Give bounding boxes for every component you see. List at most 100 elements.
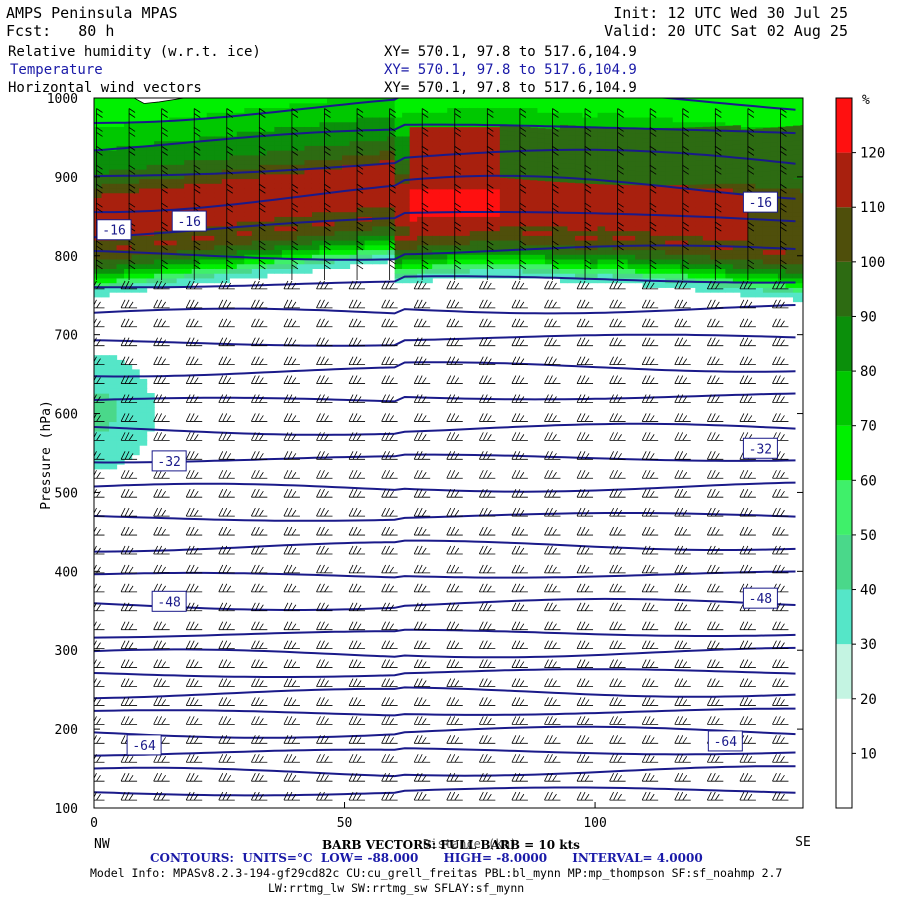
- rh-cell: [687, 121, 696, 127]
- rh-cell: [702, 169, 711, 175]
- rh-cell: [477, 244, 486, 251]
- rh-cell: [349, 131, 358, 137]
- rh-cell: [229, 183, 238, 189]
- rh-cell: [184, 263, 193, 269]
- rh-cell: [364, 126, 373, 132]
- rh-cell: [94, 116, 103, 123]
- rh-cell: [492, 254, 501, 260]
- rh-cell: [642, 98, 651, 104]
- rh-cell: [672, 202, 681, 208]
- rh-cell: [590, 173, 599, 180]
- rh-cell: [229, 121, 238, 127]
- rh-cell: [702, 131, 711, 137]
- rh-cell: [537, 249, 546, 255]
- rh-cell: [161, 116, 170, 123]
- rh-cell: [702, 211, 711, 217]
- rh-cell: [529, 230, 539, 236]
- rh-cell: [590, 121, 599, 127]
- rh-cell: [499, 125, 508, 131]
- rh-cell: [567, 192, 576, 198]
- rh-cell: [695, 150, 704, 157]
- rh-cell: [590, 192, 599, 198]
- rh-cell: [229, 107, 238, 113]
- rh-cell: [702, 202, 711, 208]
- rh-cell: [559, 235, 569, 241]
- rh-cell: [590, 102, 599, 109]
- rh-cell: [792, 187, 802, 194]
- rh-cell: [687, 277, 696, 284]
- wind-barb: [316, 488, 333, 498]
- rh-cell: [680, 282, 689, 288]
- rh-cell: [191, 121, 200, 127]
- rh-cell: [529, 132, 539, 138]
- rh-cell: [169, 268, 178, 274]
- rh-cell: [402, 140, 411, 146]
- rh-cell: [725, 183, 734, 189]
- rh-cell: [109, 287, 118, 293]
- rh-cell: [747, 162, 756, 168]
- rh-cell: [394, 121, 403, 127]
- rh-cell: [552, 273, 561, 279]
- rh-cell: [770, 216, 779, 222]
- rh-cell: [424, 216, 433, 222]
- wind-barb: [739, 526, 756, 536]
- rh-cell: [342, 244, 351, 251]
- rh-cell: [740, 277, 749, 284]
- rh-cell: [289, 102, 298, 109]
- wind-barb: [576, 716, 594, 725]
- rh-cell: [762, 225, 772, 232]
- rh-cell: [251, 211, 260, 217]
- rh-cell: [529, 127, 539, 133]
- rh-cell: [514, 145, 524, 151]
- rh-cell: [94, 277, 103, 284]
- rh-cell: [710, 150, 719, 156]
- rh-cell: [146, 150, 155, 156]
- rh-cell: [221, 235, 230, 241]
- rh-cell: [702, 287, 711, 293]
- rh-cell: [349, 102, 358, 109]
- wind-barb: [772, 754, 789, 763]
- rh-cell: [522, 150, 531, 157]
- rh-cell: [154, 107, 163, 113]
- rh-cell: [274, 206, 283, 213]
- rh-cell: [417, 187, 426, 194]
- rh-cell: [124, 159, 133, 165]
- rh-cell: [642, 206, 651, 213]
- rh-cell: [590, 112, 599, 118]
- rh-cell: [364, 135, 373, 142]
- wind-barb: [446, 791, 463, 801]
- rh-cell: [507, 254, 516, 260]
- rh-cell: [319, 112, 328, 118]
- rh-cell: [499, 167, 508, 174]
- rh-cell: [206, 244, 215, 251]
- rh-cell: [747, 176, 756, 182]
- rh-cell: [417, 169, 426, 176]
- rh-cell: [214, 216, 223, 222]
- rh-cell: [274, 249, 283, 255]
- rh-cell: [650, 268, 659, 274]
- rh-cell: [244, 178, 253, 184]
- rh-cell: [274, 173, 283, 180]
- rh-cell: [334, 154, 343, 161]
- rh-cell: [695, 221, 704, 227]
- rh-cell: [101, 440, 110, 446]
- rh-cell: [372, 244, 381, 251]
- rh-cell: [236, 192, 245, 198]
- rh-cell: [514, 131, 524, 137]
- rh-cell: [342, 263, 351, 269]
- rh-cell: [251, 159, 260, 165]
- rh-cell: [161, 140, 170, 146]
- rh-cell: [281, 249, 291, 255]
- rh-cell: [762, 235, 772, 241]
- rh-cell: [161, 145, 170, 151]
- rh-cell: [702, 174, 711, 180]
- rh-cell: [507, 268, 516, 274]
- rh-cell: [582, 258, 591, 265]
- rh-cell: [206, 263, 215, 269]
- wind-barb: [641, 564, 659, 574]
- rh-cell: [529, 192, 539, 198]
- rh-cell: [499, 163, 508, 169]
- rh-cell: [342, 183, 351, 189]
- rh-cell: [710, 282, 719, 288]
- rh-cell: [620, 225, 629, 232]
